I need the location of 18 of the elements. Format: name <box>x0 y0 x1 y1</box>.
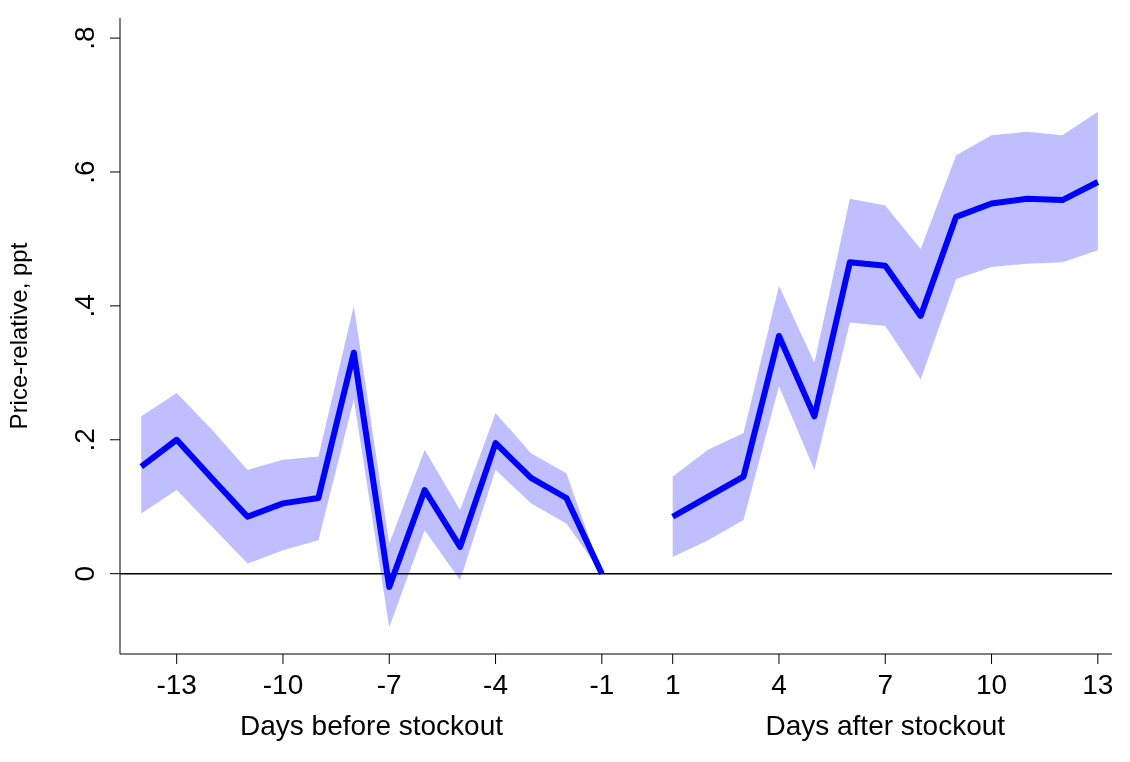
y-tick-label: .6 <box>69 160 100 184</box>
x-tick-label: 13 <box>1082 668 1114 700</box>
y-tick-label: .2 <box>69 428 100 452</box>
y-tick-label: .4 <box>69 294 100 318</box>
text: Days after stockout <box>764 710 1007 742</box>
x-tick-label: 4 <box>771 668 787 700</box>
x-tick-label: -4 <box>483 668 508 700</box>
x-tick-label: -13 <box>156 668 197 700</box>
x-tick-label: 10 <box>975 668 1008 700</box>
y-tick-label: .8 <box>69 26 100 50</box>
y-tick-label: 0 <box>69 565 100 582</box>
x-axis-title: Days before stockout <box>239 710 505 742</box>
x-tick-label: 1 <box>664 668 681 700</box>
x-tick-label: -10 <box>262 668 304 700</box>
x-tick-label: -1 <box>589 668 615 700</box>
x-tick-label: 7 <box>877 668 894 700</box>
x-tick-label: -7 <box>376 668 402 700</box>
y-axis-title: Price-relative, ppt <box>4 242 32 430</box>
